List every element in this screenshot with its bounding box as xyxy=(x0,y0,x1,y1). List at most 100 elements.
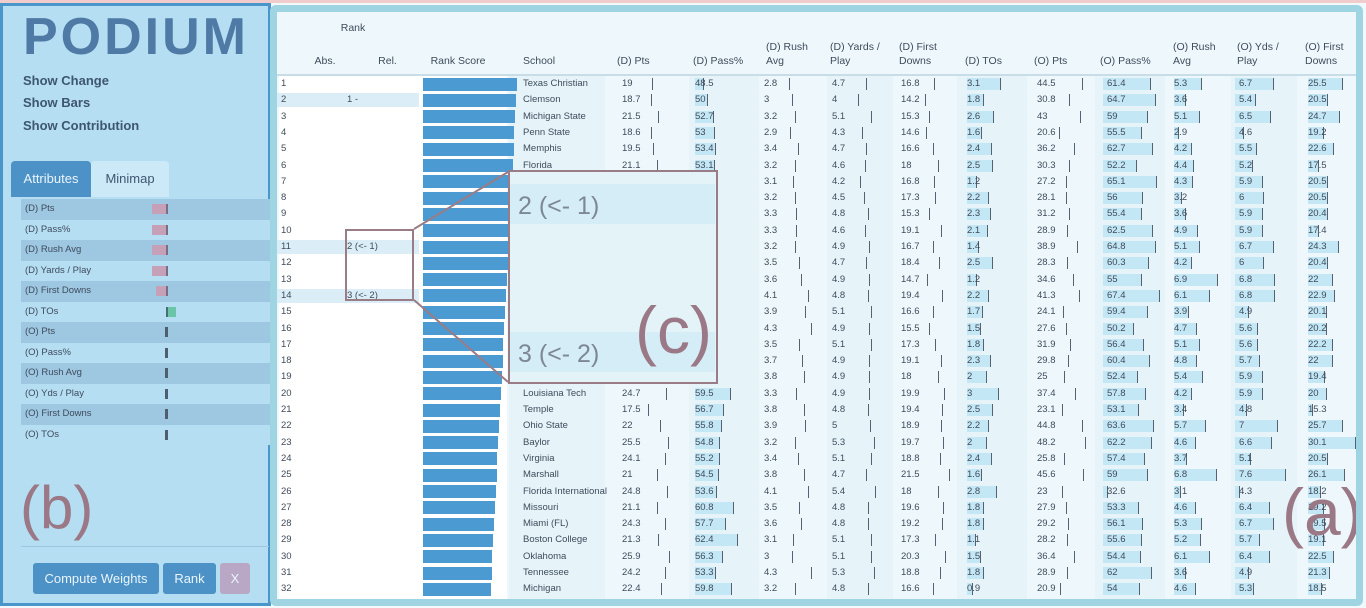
value-cell: 1.8 xyxy=(967,567,981,578)
close-button[interactable]: X xyxy=(220,563,250,594)
table-row[interactable]: 8 3.2 4.5 17.3 2.2 28.1 56 3.2 6 20.5 xyxy=(277,190,1356,206)
school-cell[interactable]: Tennessee xyxy=(523,567,569,578)
table-row[interactable]: 31 Tennessee 24.2 53.3 4.3 5.3 18.8 1.8 28.9 62 3.… xyxy=(277,565,1356,581)
table-row[interactable]: 23 Baylor 25.5 54.8 3.2 5.3 19.7 2 48.2 62.2 4.6 6.… xyxy=(277,435,1356,451)
show-contribution-link[interactable]: Show Contribution xyxy=(23,118,140,133)
school-cell[interactable]: Ohio State xyxy=(523,420,568,432)
attribute-weight-bar[interactable] xyxy=(152,224,166,235)
attribute-row[interactable]: (D) Rush Avg xyxy=(21,240,271,261)
table-row[interactable]: 3 Michigan State 21.5 52.7 3.2 5.1 15.3 2.6 43 59… xyxy=(277,109,1356,125)
table-row[interactable]: 2 1 - Clemson 18.7 50 3 4 14.2 1.8 30.8 64.7 3.6 5.4… xyxy=(277,92,1356,108)
value-cell: 55.2 xyxy=(695,452,714,464)
column-header[interactable]: (D) Pass% xyxy=(693,55,744,67)
column-header[interactable]: (O) Rush Avg xyxy=(1173,41,1216,67)
table-row[interactable]: 18 3.7 4.9 19.1 2.3 29.8 60.4 4.8 5.7 22 xyxy=(277,353,1356,369)
table-row[interactable]: 20 Louisiana Tech 24.7 59.5 3.3 4.9 19.9 3 37.4 5… xyxy=(277,386,1356,402)
school-cell[interactable]: Oklahoma xyxy=(523,550,567,562)
school-cell[interactable]: Marshall xyxy=(523,469,559,481)
table-row[interactable]: 28 Miami (FL) 24.3 57.7 3.6 4.8 19.2 1.8 29.2 56.… xyxy=(277,516,1356,532)
table-row[interactable]: 30 Oklahoma 25.9 56.3 3 5.1 20.3 1.5 36.4 54.4 6.1… xyxy=(277,549,1356,565)
attribute-weight-bar[interactable] xyxy=(156,286,166,296)
school-cell[interactable]: Michigan State xyxy=(523,110,586,122)
value-tick xyxy=(1261,387,1263,400)
table-row[interactable]: 16 4.3 4.9 15.5 1.5 27.6 50.2 4.7 5.6 20.2 xyxy=(277,321,1356,337)
column-header[interactable]: (O) Pass% xyxy=(1100,55,1151,67)
show-change-link[interactable]: Show Change xyxy=(23,73,109,88)
attribute-row[interactable]: (D) Pts xyxy=(21,199,271,220)
value-bar xyxy=(1174,78,1202,90)
table-row[interactable]: 25 Marshall 21 54.5 3.8 4.7 21.5 1.6 45.6 59 6.8 7.… xyxy=(277,467,1356,483)
attribute-row[interactable]: (D) Pass% xyxy=(21,219,271,240)
compute-weights-button[interactable]: Compute Weights xyxy=(33,563,159,594)
school-cell[interactable]: Miami (FL) xyxy=(523,518,569,530)
table-row[interactable]: 5 Memphis 19.5 53.4 3.4 4.7 16.6 2.4 36.2 62.7 4.2… xyxy=(277,141,1356,157)
table-row[interactable]: 12 3.5 4.7 18.4 2.5 28.3 60.3 4.2 6 20.4 xyxy=(277,255,1356,271)
attribute-weight-bar[interactable] xyxy=(152,265,166,276)
table-row[interactable]: 7 3.1 4.2 16.8 1.2 27.2 65.1 4.3 5.9 20.5 xyxy=(277,174,1356,190)
table-row[interactable]: 10 3.3 4.6 19.1 2.1 28.9 62.5 4.9 5.9 17.4 xyxy=(277,223,1356,239)
column-header[interactable]: School xyxy=(523,55,556,67)
school-cell[interactable]: Penn State xyxy=(523,126,571,138)
school-cell[interactable]: Boston College xyxy=(523,534,588,546)
table-row[interactable]: 13 3.6 4.9 14.7 1.2 34.6 55 6.9 6.8 22 xyxy=(277,272,1356,288)
attribute-row[interactable]: (O) Pts xyxy=(21,322,271,343)
rank-button[interactable]: Rank xyxy=(163,563,216,594)
attribute-row[interactable]: (O) Pass% xyxy=(21,342,271,363)
table-row[interactable]: 1 Texas Christian 19 48.5 2.8 4.7 16.8 3.1 44.5 6… xyxy=(277,76,1356,92)
table-row[interactable]: 21 Temple 17.5 56.7 3.8 4.8 19.4 2.5 23.1 53.1 3.4… xyxy=(277,402,1356,418)
school-cell[interactable]: Florida xyxy=(523,159,553,171)
table-row[interactable]: 6 Florida 21.1 53.1 3.2 4.6 18 2.5 30.3 52.2 4.4 5.… xyxy=(277,158,1356,174)
school-cell[interactable]: Clemson xyxy=(523,94,561,106)
school-cell[interactable]: Missouri xyxy=(523,501,559,513)
table-row[interactable]: 17 3.5 5.1 17.3 1.8 31.9 56.4 5.1 5.6 22.2 xyxy=(277,337,1356,353)
column-header[interactable]: (D) Rush Avg xyxy=(766,41,809,67)
table-row[interactable]: 32 Michigan 22.4 59.8 3.2 4.8 16.6 0.9 20.9 54 4.6… xyxy=(277,581,1356,597)
column-header[interactable]: (O) Yds / Play xyxy=(1237,41,1279,67)
school-cell[interactable]: Baylor xyxy=(523,436,550,448)
value-cell: 28.9 xyxy=(1037,567,1056,578)
table-row[interactable]: 11 2 (<- 1) 3.2 4.9 16.7 1.4 38.9 64.8 5.1 6.7 24.… xyxy=(277,239,1356,255)
tab-attributes[interactable]: Attributes xyxy=(11,161,91,197)
school-cell[interactable]: Texas Christian xyxy=(523,78,588,89)
school-cell[interactable]: Virginia xyxy=(523,452,555,464)
tab-minimap[interactable]: Minimap xyxy=(91,161,169,197)
value-tick xyxy=(1153,420,1155,433)
school-cell[interactable]: Temple xyxy=(523,404,554,415)
column-header[interactable]: Rank Score xyxy=(430,55,486,67)
column-header[interactable]: (D) Yards / Play xyxy=(830,41,880,67)
school-cell[interactable]: Michigan xyxy=(523,583,562,595)
show-bars-link[interactable]: Show Bars xyxy=(23,95,91,110)
school-cell[interactable]: Florida International xyxy=(523,485,607,497)
attribute-row[interactable]: (O) Yds / Play xyxy=(21,383,271,404)
column-header[interactable]: Rel. xyxy=(378,55,397,67)
column-header[interactable]: Abs. xyxy=(314,55,336,67)
attribute-row[interactable]: (D) Yards / Play xyxy=(21,260,271,281)
table-row[interactable]: 15 3.9 5.1 16.6 1.7 24.1 59.4 3.9 4.9 20.1 xyxy=(277,304,1356,320)
column-header[interactable]: (O) First Downs xyxy=(1305,41,1344,67)
attribute-row[interactable]: (O) TOs xyxy=(21,424,271,445)
attribute-row[interactable]: (O) First Downs xyxy=(21,404,271,425)
attribute-row[interactable]: (O) Rush Avg xyxy=(21,363,271,384)
table-row[interactable]: 26 Florida International 24.8 53.6 4.1 5.4 18 2… xyxy=(277,484,1356,500)
attribute-row[interactable]: (D) First Downs xyxy=(21,281,271,302)
table-row[interactable]: 14 3 (<- 2) 4.1 4.8 19.4 2.2 41.3 67.4 6.1 6.8 22.… xyxy=(277,288,1356,304)
table-row[interactable]: 27 Missouri 21.1 60.8 3.5 4.8 19.6 1.8 27.9 53.3 4… xyxy=(277,500,1356,516)
attribute-weight-bar[interactable] xyxy=(166,306,176,317)
column-header[interactable]: (D) First Downs xyxy=(899,41,937,67)
value-bar xyxy=(1174,175,1192,188)
table-row[interactable]: 19 3.8 4.9 18 2 25 52.4 5.4 5.9 19.4 xyxy=(277,369,1356,385)
attribute-weight-bar[interactable] xyxy=(152,204,166,214)
table-row[interactable]: 9 3.3 4.8 15.3 2.3 31.2 55.4 3.6 5.9 20.4 xyxy=(277,206,1356,222)
value-cell: 6.4 xyxy=(1239,501,1253,513)
table-row[interactable]: 29 Boston College 21.3 62.4 3.1 5.1 17.3 1.1 28.… xyxy=(277,532,1356,548)
column-header[interactable]: (O) Pts xyxy=(1034,55,1068,67)
school-cell[interactable]: Louisiana Tech xyxy=(523,387,587,399)
table-row[interactable]: 24 Virginia 24.1 55.2 3.4 5.1 18.8 2.4 25.8 57.4 3… xyxy=(277,451,1356,467)
column-header[interactable]: (D) Pts xyxy=(617,55,650,67)
table-row[interactable]: 4 Penn State 18.6 53 2.9 4.3 14.6 1.6 20.6 55.5 2.… xyxy=(277,125,1356,141)
school-cell[interactable]: Memphis xyxy=(523,143,562,155)
table-row[interactable]: 22 Ohio State 22 55.8 3.9 5 18.9 2.2 44.8 63.6 5.7… xyxy=(277,418,1356,434)
attribute-weight-bar[interactable] xyxy=(152,245,166,255)
column-header[interactable]: (D) TOs xyxy=(965,55,1002,67)
attribute-row[interactable]: (D) TOs xyxy=(21,301,271,322)
